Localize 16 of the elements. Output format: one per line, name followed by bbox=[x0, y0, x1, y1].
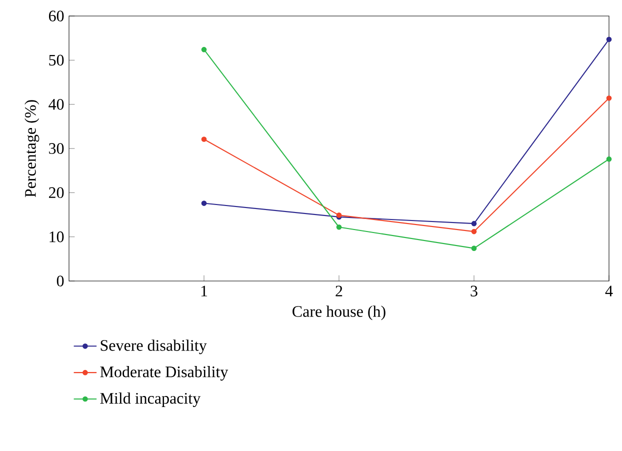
y-tick-label: 10 bbox=[50, 231, 64, 242]
y-axis-title: Percentage (%) bbox=[24, 100, 40, 198]
legend-label: Severe disability bbox=[100, 340, 207, 354]
y-tick-label: 20 bbox=[49, 187, 64, 198]
y-tick-label: 0 bbox=[56, 276, 64, 286]
y-tick-label: 30 bbox=[49, 143, 64, 154]
x-tick-label: 4 bbox=[605, 286, 613, 296]
y-tick-label: 40 bbox=[48, 98, 64, 110]
y-tick-label: 50 bbox=[49, 54, 64, 66]
y-tick-label: 60 bbox=[48, 10, 64, 22]
x-tick-label: 1 bbox=[201, 286, 208, 296]
x-tick-label: 2 bbox=[336, 286, 342, 296]
x-tick-label: 3 bbox=[470, 286, 478, 296]
legend-label: Mild incapacity bbox=[100, 392, 201, 408]
legend-label: Moderate Disability bbox=[100, 366, 228, 381]
x-axis-title: Care house (h) bbox=[292, 306, 386, 320]
